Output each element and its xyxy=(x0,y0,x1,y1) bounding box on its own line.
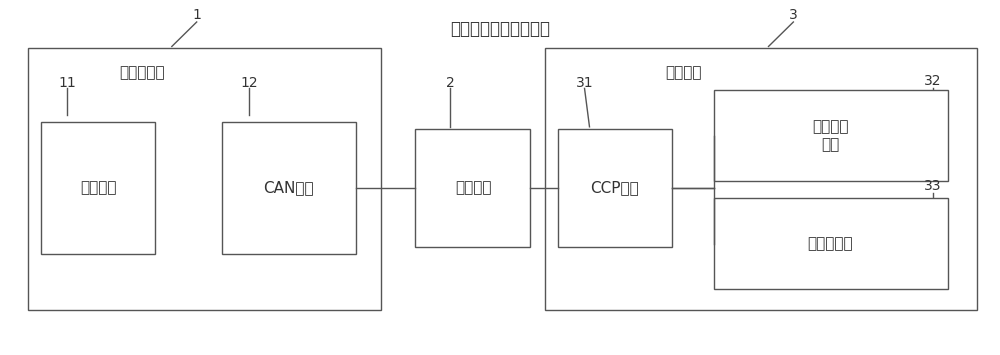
Text: 3: 3 xyxy=(789,8,798,22)
Bar xyxy=(222,122,356,255)
Bar xyxy=(415,129,530,247)
Bar xyxy=(28,48,381,310)
Text: CCP接口: CCP接口 xyxy=(590,180,639,196)
Text: 数据端口: 数据端口 xyxy=(80,180,116,196)
Text: 2: 2 xyxy=(446,76,455,90)
Text: 32: 32 xyxy=(924,75,941,88)
Text: 标定处理器: 标定处理器 xyxy=(807,236,853,251)
Text: 电机控制器: 电机控制器 xyxy=(119,65,165,80)
Text: 标定单元: 标定单元 xyxy=(666,65,702,80)
Text: 标定操作
界面: 标定操作 界面 xyxy=(812,119,848,152)
Text: 31: 31 xyxy=(576,76,593,90)
Bar xyxy=(41,122,155,255)
Bar xyxy=(558,129,672,247)
Text: 电机控制器的标定系统: 电机控制器的标定系统 xyxy=(450,20,550,38)
Bar xyxy=(714,198,948,289)
Text: 33: 33 xyxy=(924,179,941,193)
Bar xyxy=(714,90,948,181)
Text: CAN接口: CAN接口 xyxy=(263,180,313,196)
Text: 通信单元: 通信单元 xyxy=(455,180,491,196)
Text: 1: 1 xyxy=(192,8,201,22)
Text: 12: 12 xyxy=(241,76,258,90)
Bar xyxy=(545,48,977,310)
Text: 11: 11 xyxy=(59,76,76,90)
